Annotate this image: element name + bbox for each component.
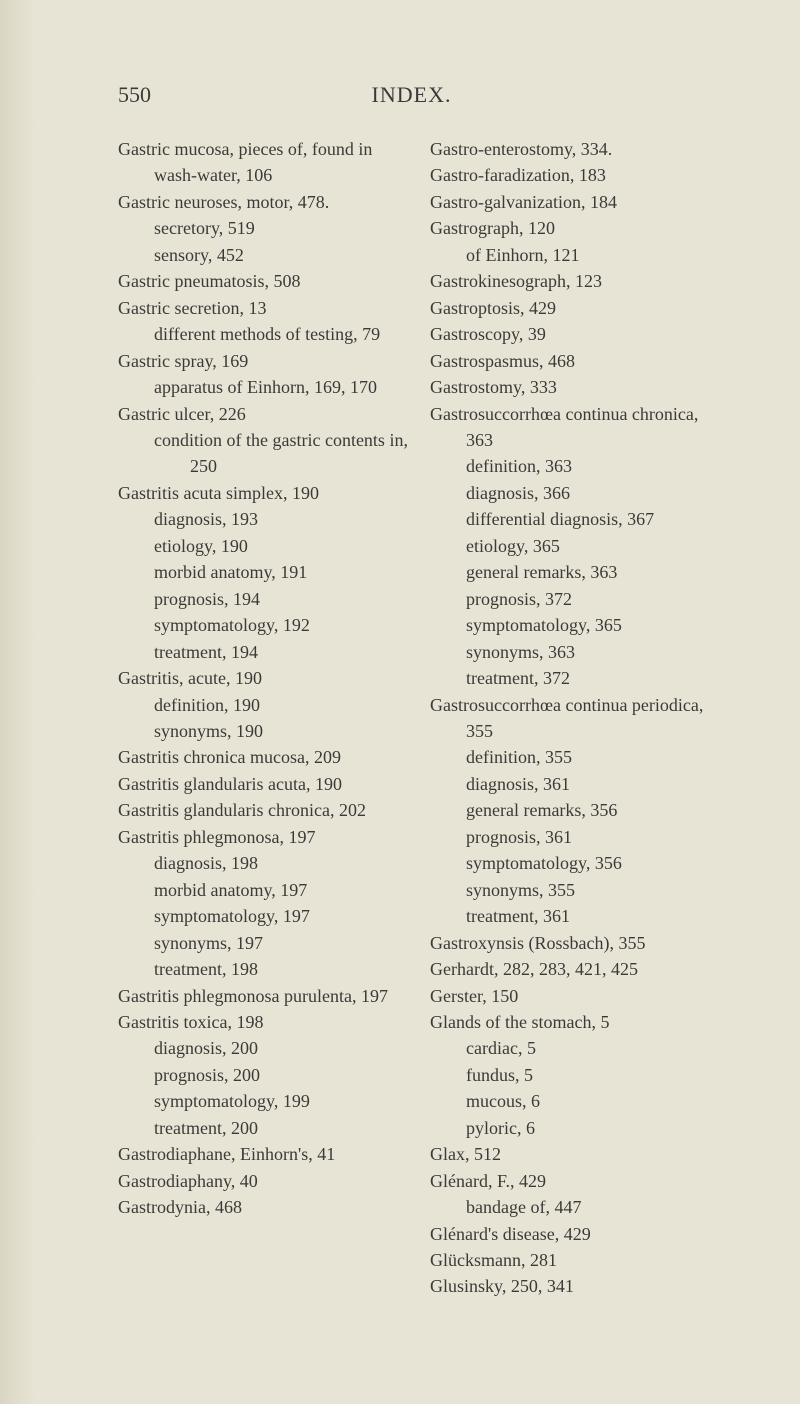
index-entry: morbid anatomy, 197 [118, 877, 408, 903]
index-entry: fundus, 5 [430, 1062, 720, 1088]
index-entry: different methods of testing, 79 [118, 321, 408, 347]
index-entry: Glénard's disease, 429 [430, 1221, 720, 1247]
index-entry: Gastroscopy, 39 [430, 321, 720, 347]
index-entry: Gastritis glandularis acuta, 190 [118, 771, 408, 797]
index-entry: Gastric mucosa, pieces of, found in wash… [118, 136, 408, 189]
index-entry: Gastrospasmus, 468 [430, 348, 720, 374]
index-entry: general remarks, 363 [430, 559, 720, 585]
index-entry: treatment, 361 [430, 903, 720, 929]
index-entry: definition, 190 [118, 692, 408, 718]
index-entry: Gastro-faradization, 183 [430, 162, 720, 188]
index-entry: Gastric secretion, 13 [118, 295, 408, 321]
index-entry: Gastro-galvanization, 184 [430, 189, 720, 215]
index-entry: Gastrosuccorrhœa continua periodica, 355 [430, 692, 720, 745]
index-entry: Gastritis acuta simplex, 190 [118, 480, 408, 506]
index-entry: diagnosis, 361 [430, 771, 720, 797]
index-entry: Gastric pneumatosis, 508 [118, 268, 408, 294]
index-entry: Gastritis chronica mucosa, 209 [118, 744, 408, 770]
index-entry: Gastrograph, 120 [430, 215, 720, 241]
index-entry: morbid anatomy, 191 [118, 559, 408, 585]
index-entry: of Einhorn, 121 [430, 242, 720, 268]
index-entry: diagnosis, 198 [118, 850, 408, 876]
index-entry: bandage of, 447 [430, 1194, 720, 1220]
right-column: Gastro-enterostomy, 334.Gastro-faradizat… [430, 136, 720, 1300]
index-entry: condition of the gastric contents in, 25… [118, 427, 408, 480]
index-entry: Gastroxynsis (Rossbach), 355 [430, 930, 720, 956]
index-entry: apparatus of Einhorn, 169, 170 [118, 374, 408, 400]
index-page: 550 INDEX. Gastric mucosa, pieces of, fo… [0, 0, 800, 1360]
index-entry: symptomatology, 356 [430, 850, 720, 876]
index-entry: Gastritis toxica, 198 [118, 1009, 408, 1035]
index-columns: Gastric mucosa, pieces of, found in wash… [118, 136, 720, 1300]
index-entry: diagnosis, 200 [118, 1035, 408, 1061]
index-entry: Gastric ulcer, 226 [118, 401, 408, 427]
index-entry: synonyms, 355 [430, 877, 720, 903]
index-entry: Glax, 512 [430, 1141, 720, 1167]
index-entry: synonyms, 363 [430, 639, 720, 665]
index-entry: differential diagnosis, 367 [430, 506, 720, 532]
index-entry: symptomatology, 192 [118, 612, 408, 638]
index-entry: Glücksmann, 281 [430, 1247, 720, 1273]
index-entry: etiology, 365 [430, 533, 720, 559]
index-entry: Gerster, 150 [430, 983, 720, 1009]
index-entry: general remarks, 356 [430, 797, 720, 823]
index-entry: Gastrosuccorrhœa continua chronica, 363 [430, 401, 720, 454]
index-entry: Gastroptosis, 429 [430, 295, 720, 321]
index-entry: Gastrokinesograph, 123 [430, 268, 720, 294]
header-title: INDEX. [151, 82, 720, 108]
index-entry: pyloric, 6 [430, 1115, 720, 1141]
index-entry: treatment, 194 [118, 639, 408, 665]
index-entry: Gastritis, acute, 190 [118, 665, 408, 691]
page-header: 550 INDEX. [118, 82, 720, 108]
index-entry: Gastritis glandularis chronica, 202 [118, 797, 408, 823]
index-entry: Glénard, F., 429 [430, 1168, 720, 1194]
index-entry: Gastrodiaphane, Einhorn's, 41 [118, 1141, 408, 1167]
index-entry: symptomatology, 199 [118, 1088, 408, 1114]
page-number: 550 [118, 82, 151, 108]
index-entry: treatment, 372 [430, 665, 720, 691]
index-entry: sensory, 452 [118, 242, 408, 268]
index-entry: definition, 363 [430, 453, 720, 479]
index-entry: diagnosis, 193 [118, 506, 408, 532]
index-entry: cardiac, 5 [430, 1035, 720, 1061]
index-entry: Gastric neuroses, motor, 478. [118, 189, 408, 215]
index-entry: treatment, 200 [118, 1115, 408, 1141]
index-entry: synonyms, 190 [118, 718, 408, 744]
index-entry: prognosis, 372 [430, 586, 720, 612]
index-entry: etiology, 190 [118, 533, 408, 559]
index-entry: symptomatology, 197 [118, 903, 408, 929]
index-entry: secretory, 519 [118, 215, 408, 241]
index-entry: Gastrodiaphany, 40 [118, 1168, 408, 1194]
index-entry: treatment, 198 [118, 956, 408, 982]
index-entry: prognosis, 361 [430, 824, 720, 850]
index-entry: Gerhardt, 282, 283, 421, 425 [430, 956, 720, 982]
left-column: Gastric mucosa, pieces of, found in wash… [118, 136, 408, 1300]
index-entry: Gastrostomy, 333 [430, 374, 720, 400]
index-entry: symptomatology, 365 [430, 612, 720, 638]
index-entry: mucous, 6 [430, 1088, 720, 1114]
index-entry: diagnosis, 366 [430, 480, 720, 506]
index-entry: Gastro-enterostomy, 334. [430, 136, 720, 162]
index-entry: Gastric spray, 169 [118, 348, 408, 374]
index-entry: Glusinsky, 250, 341 [430, 1273, 720, 1299]
index-entry: definition, 355 [430, 744, 720, 770]
index-entry: Gastritis phlegmonosa purulenta, 197 [118, 983, 408, 1009]
index-entry: Glands of the stomach, 5 [430, 1009, 720, 1035]
index-entry: prognosis, 200 [118, 1062, 408, 1088]
index-entry: synonyms, 197 [118, 930, 408, 956]
index-entry: Gastrodynia, 468 [118, 1194, 408, 1220]
index-entry: prognosis, 194 [118, 586, 408, 612]
index-entry: Gastritis phlegmonosa, 197 [118, 824, 408, 850]
